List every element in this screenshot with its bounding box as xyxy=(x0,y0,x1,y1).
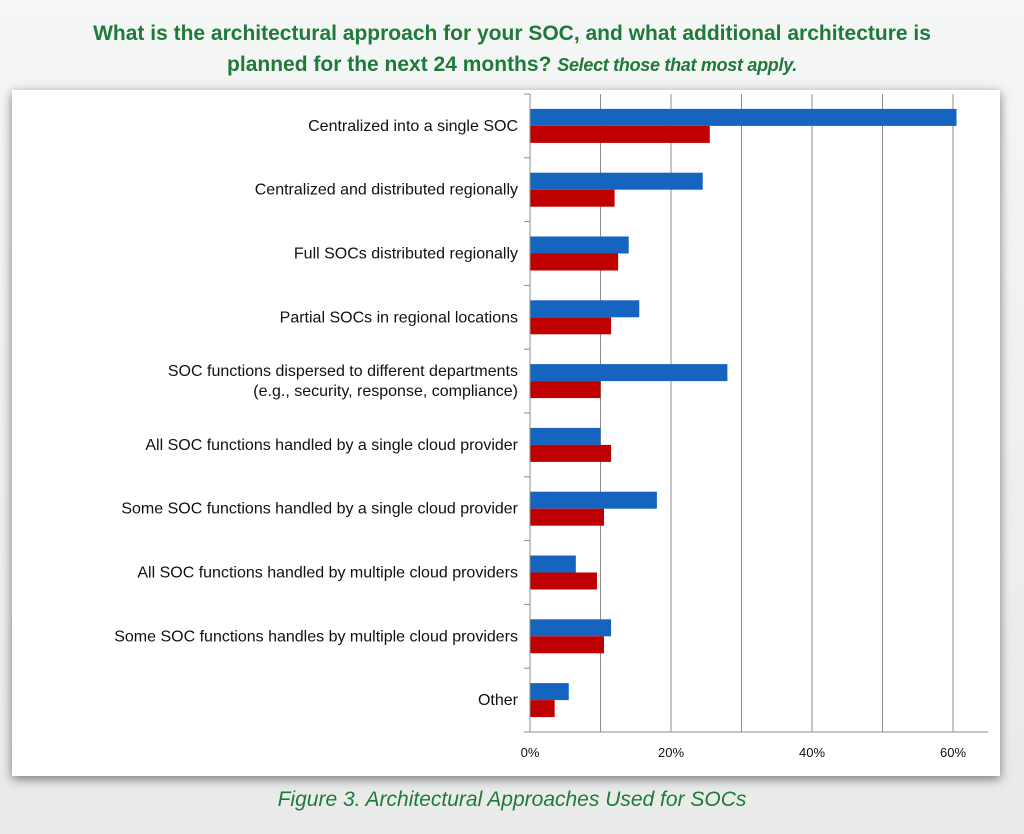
tick-labels: 0% 20% 40% 60% xyxy=(521,745,967,760)
bar-blue xyxy=(530,364,728,382)
category-labels: Centralized into a single SOC Centralized… xyxy=(114,118,518,709)
category-label: Some SOC functions handles by multiple c… xyxy=(114,628,518,645)
chart-title-line2: planned for the next 24 months? Select t… xyxy=(0,49,1024,81)
category-label: (e.g., security, response, compliance) xyxy=(253,383,518,400)
bar-red xyxy=(530,317,612,335)
bar-blue xyxy=(530,172,703,190)
x-tick-label: 0% xyxy=(521,745,540,760)
category-label: Full SOCs distributed regionally xyxy=(294,246,518,263)
bar-red xyxy=(530,381,601,399)
category-label: Some SOC functions handled by a single c… xyxy=(121,501,518,518)
chart-panel: Centralized into a single SOC Centralized… xyxy=(12,90,1000,776)
x-tick-label: 60% xyxy=(940,745,966,760)
chart-title-instruction: Select those that most apply. xyxy=(557,55,797,75)
bar-blue xyxy=(530,491,657,509)
category-label: All SOC functions handled by a single cl… xyxy=(145,437,518,454)
bar-red xyxy=(530,189,615,207)
category-label: SOC functions dispersed to different dep… xyxy=(168,363,518,380)
bar-blue xyxy=(530,427,601,445)
bar-blue xyxy=(530,300,640,318)
bar-red xyxy=(530,125,710,143)
bar-blue xyxy=(530,683,569,701)
category-label: Other xyxy=(478,692,519,709)
category-label: Centralized and distributed regionally xyxy=(255,182,518,199)
bar-red xyxy=(530,508,605,526)
x-tick-label: 40% xyxy=(799,745,825,760)
chart-title-line1: What is the architectural approach for y… xyxy=(93,22,931,45)
bar-red xyxy=(530,444,612,462)
bar-chart: Centralized into a single SOC Centralized… xyxy=(114,93,988,760)
figure-caption: Figure 3. Architectural Approaches Used … xyxy=(277,788,747,811)
bar-red xyxy=(530,253,619,271)
bar-blue xyxy=(530,619,612,637)
category-label: Partial SOCs in regional locations xyxy=(280,309,518,326)
bar-red xyxy=(530,636,605,654)
x-tick-label: 20% xyxy=(658,745,684,760)
axes xyxy=(524,93,988,733)
category-label: All SOC functions handled by multiple cl… xyxy=(137,565,518,582)
bar-red xyxy=(530,572,597,590)
bar-blue xyxy=(530,236,629,254)
bar-blue xyxy=(530,108,957,126)
bar-blue xyxy=(530,555,576,573)
bars xyxy=(530,108,957,718)
chart-title: What is the architectural approach for y… xyxy=(0,18,1024,81)
bar-red xyxy=(530,700,555,718)
chart-title-question: planned for the next 24 months? xyxy=(227,53,552,76)
category-label: Centralized into a single SOC xyxy=(308,118,518,135)
